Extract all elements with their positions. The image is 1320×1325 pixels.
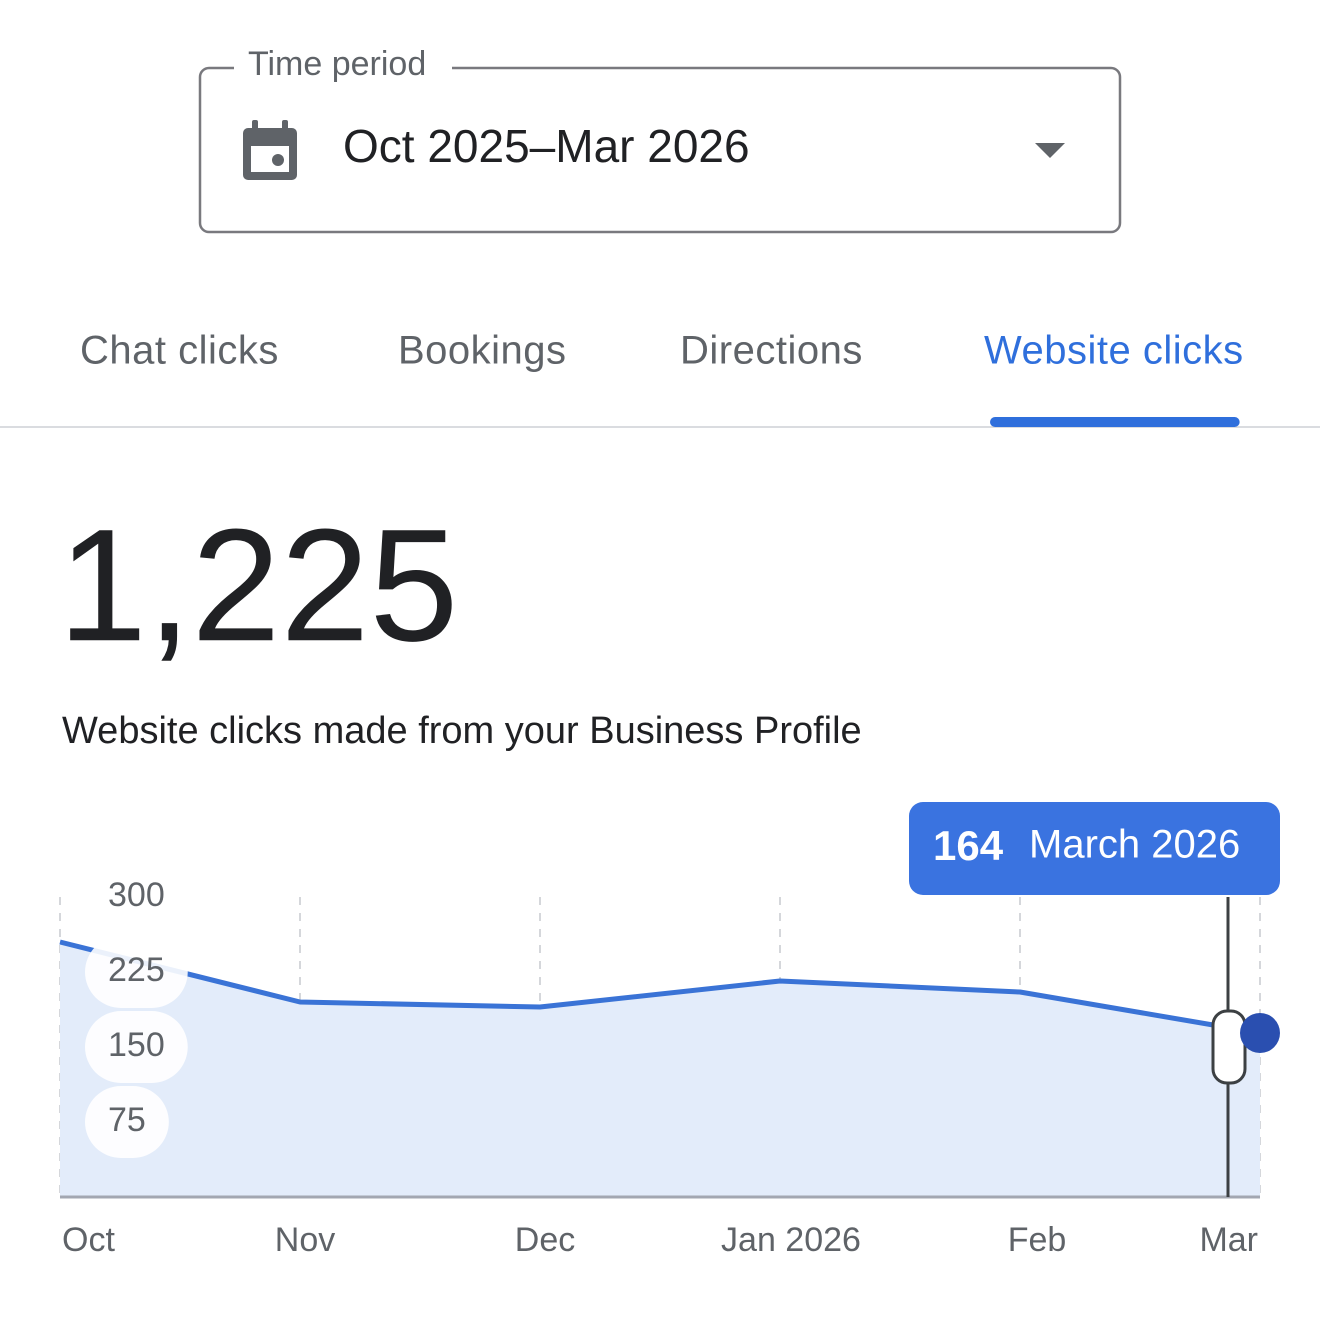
y-tick-label: 225 xyxy=(108,951,165,989)
x-tick-label: Jan 2026 xyxy=(721,1221,861,1259)
x-tick-label: Nov xyxy=(275,1221,335,1259)
calendar-icon xyxy=(243,120,297,180)
x-tick-label: Mar xyxy=(1199,1221,1258,1259)
area-fill xyxy=(60,942,1260,1197)
time-period-field[interactable] xyxy=(198,66,1122,234)
tooltip-value: 164 xyxy=(933,822,1004,869)
description: Website clicks made from your Business P… xyxy=(62,710,862,752)
data-point xyxy=(1240,1013,1280,1053)
tab-label[interactable]: Directions xyxy=(680,329,863,373)
line xyxy=(59,939,1261,1036)
x-tick-label: Feb xyxy=(1008,1221,1067,1259)
tab-label[interactable]: Chat clicks xyxy=(80,329,279,373)
y-tick-pill xyxy=(85,936,188,1008)
y-tick-label: 150 xyxy=(108,1026,165,1064)
cursor-handle[interactable] xyxy=(1211,1009,1247,1085)
label-notch xyxy=(234,44,452,84)
dropdown-arrow[interactable] xyxy=(1035,143,1065,158)
y-tick-pill xyxy=(85,1086,169,1158)
tab-label[interactable]: Website clicks xyxy=(984,329,1244,373)
total-value: 1,225 xyxy=(58,495,458,674)
field-value: Oct 2025–Mar 2026 xyxy=(343,120,750,172)
tab-label[interactable]: Bookings xyxy=(398,329,567,373)
x-tick-label: Oct xyxy=(62,1221,115,1259)
tooltip-label: March 2026 xyxy=(1029,823,1240,867)
chart: 75 150 225 300 Oct Nov Dec Jan 2026 Feb Mar 164 Mar… xyxy=(59,802,1280,1259)
tab-bar: Chat clicks Bookings Directions Website cli… xyxy=(80,329,1244,427)
x-tick-label: Dec xyxy=(515,1221,575,1259)
tab-indicator xyxy=(990,417,1240,427)
y-tick-label: 75 xyxy=(108,1101,146,1139)
y-tick-pill xyxy=(85,1011,188,1083)
tooltip-box xyxy=(909,802,1280,895)
field-label: Time period xyxy=(248,45,426,83)
y-tick-label: 300 xyxy=(108,876,165,914)
